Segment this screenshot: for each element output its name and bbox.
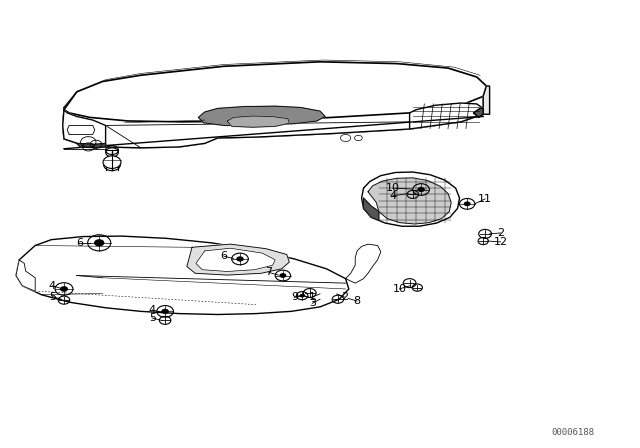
Text: 00006188: 00006188 (551, 428, 595, 437)
Polygon shape (196, 248, 275, 271)
Circle shape (236, 256, 244, 262)
Text: 5: 5 (49, 292, 56, 302)
Polygon shape (67, 125, 95, 134)
Polygon shape (364, 198, 379, 220)
Text: 10: 10 (386, 183, 400, 193)
Circle shape (417, 187, 425, 192)
Polygon shape (64, 62, 486, 122)
Text: 12: 12 (493, 237, 508, 247)
Circle shape (464, 202, 470, 206)
Text: 11: 11 (478, 194, 492, 204)
Text: 6: 6 (221, 251, 227, 261)
Text: 5: 5 (149, 313, 156, 323)
Polygon shape (63, 110, 106, 147)
Text: 4: 4 (148, 305, 156, 315)
Polygon shape (346, 244, 381, 283)
Text: 4: 4 (49, 281, 56, 291)
Text: 4: 4 (389, 191, 397, 201)
Circle shape (280, 273, 286, 278)
Polygon shape (227, 116, 289, 127)
Polygon shape (77, 143, 106, 148)
Polygon shape (410, 103, 483, 129)
Text: 7: 7 (265, 267, 273, 277)
Circle shape (104, 159, 120, 171)
Polygon shape (16, 236, 349, 314)
Text: 2: 2 (340, 292, 348, 302)
Text: 9: 9 (291, 293, 298, 302)
Circle shape (60, 286, 68, 292)
Circle shape (300, 294, 305, 297)
Polygon shape (474, 108, 483, 117)
Polygon shape (198, 106, 325, 125)
Text: 10: 10 (392, 284, 406, 294)
Text: 2: 2 (497, 228, 504, 238)
Text: 1: 1 (309, 292, 316, 302)
Text: 8: 8 (353, 296, 361, 306)
Polygon shape (362, 172, 460, 226)
Text: 6: 6 (76, 238, 83, 248)
Polygon shape (483, 86, 490, 114)
Polygon shape (63, 96, 483, 148)
Polygon shape (368, 178, 451, 224)
Polygon shape (64, 96, 483, 148)
Text: 3: 3 (309, 298, 316, 308)
Polygon shape (64, 62, 486, 122)
Circle shape (94, 239, 104, 246)
Circle shape (103, 156, 121, 168)
Circle shape (161, 309, 169, 314)
Polygon shape (187, 244, 289, 275)
Polygon shape (16, 260, 35, 291)
